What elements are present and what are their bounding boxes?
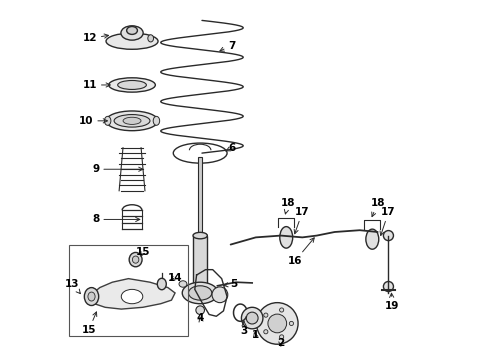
Bar	[69, 244, 188, 336]
Text: 10: 10	[79, 116, 107, 126]
Ellipse shape	[106, 111, 158, 131]
Ellipse shape	[182, 282, 218, 304]
Text: 4: 4	[196, 313, 204, 323]
Text: 17: 17	[380, 207, 396, 235]
Ellipse shape	[122, 289, 143, 304]
Ellipse shape	[193, 287, 207, 292]
Ellipse shape	[132, 256, 139, 263]
Polygon shape	[89, 279, 175, 309]
Ellipse shape	[280, 226, 293, 248]
Circle shape	[242, 307, 263, 329]
Circle shape	[212, 287, 228, 303]
Ellipse shape	[129, 252, 142, 267]
Text: 17: 17	[294, 207, 310, 234]
Ellipse shape	[366, 229, 379, 249]
Circle shape	[280, 335, 284, 339]
Ellipse shape	[88, 292, 95, 301]
Text: 1: 1	[251, 330, 259, 340]
Ellipse shape	[121, 26, 143, 40]
Ellipse shape	[118, 81, 147, 89]
Text: 13: 13	[65, 279, 80, 294]
Circle shape	[256, 303, 298, 344]
Text: 18: 18	[281, 198, 295, 214]
Text: 15: 15	[82, 312, 97, 334]
Text: 9: 9	[93, 164, 143, 174]
Bar	[193, 235, 207, 289]
Text: 3: 3	[241, 321, 248, 336]
Text: 15: 15	[136, 247, 150, 257]
Ellipse shape	[114, 114, 150, 127]
Text: 16: 16	[288, 238, 314, 266]
Ellipse shape	[189, 286, 212, 300]
Ellipse shape	[84, 288, 98, 306]
Ellipse shape	[104, 116, 111, 125]
Ellipse shape	[123, 117, 141, 125]
Circle shape	[289, 321, 294, 325]
Ellipse shape	[153, 116, 160, 125]
Text: 6: 6	[226, 143, 236, 153]
Text: 18: 18	[370, 198, 385, 217]
Text: 7: 7	[220, 41, 235, 51]
Text: 2: 2	[277, 338, 285, 348]
Circle shape	[383, 230, 393, 240]
Ellipse shape	[126, 27, 137, 35]
Text: 19: 19	[385, 293, 399, 311]
Text: 11: 11	[83, 80, 110, 90]
Ellipse shape	[193, 232, 207, 239]
Circle shape	[383, 282, 393, 292]
Circle shape	[268, 314, 287, 333]
Bar	[198, 157, 202, 235]
Ellipse shape	[157, 278, 166, 290]
Ellipse shape	[109, 78, 155, 92]
Ellipse shape	[179, 281, 187, 287]
Circle shape	[196, 306, 204, 315]
Ellipse shape	[106, 33, 158, 49]
Circle shape	[246, 312, 258, 324]
Text: 12: 12	[83, 33, 108, 43]
Text: 14: 14	[168, 273, 182, 283]
Text: 8: 8	[93, 215, 140, 224]
Circle shape	[280, 308, 284, 312]
Circle shape	[264, 313, 268, 317]
Text: 5: 5	[224, 279, 238, 289]
Circle shape	[264, 330, 268, 334]
Ellipse shape	[148, 35, 153, 42]
